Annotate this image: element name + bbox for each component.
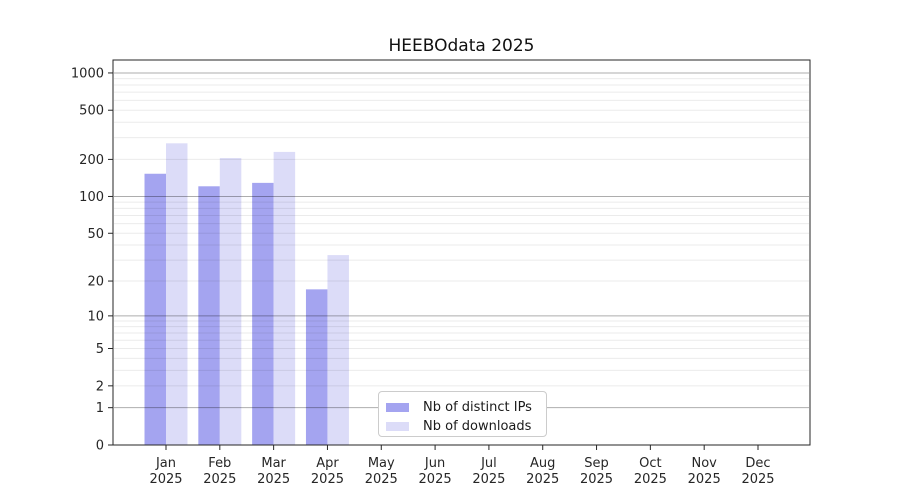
x-tick-label-sep: Sep 2025 [580,456,613,487]
legend-item-downloads: Nb of downloads [386,417,546,436]
y-tick-label-100: 100 [79,190,104,205]
y-tick-label-200: 200 [79,153,104,168]
plot-border [112,59,811,446]
legend-label-distinct-ips: Nb of distinct IPs [423,400,532,415]
x-tick-label-nov: Nov 2025 [688,456,721,487]
bar-mar-distinct-ips [252,182,274,445]
legend-swatch-distinct-ips [386,403,409,412]
bar-apr-distinct-ips [305,289,328,445]
x-tick-label-feb: Feb 2025 [203,456,236,487]
x-tick-label-apr: Apr 2025 [311,456,344,487]
y-tick-label-10: 10 [87,309,104,324]
y-tick-label-50: 50 [87,227,104,242]
bar-jan-downloads [166,143,188,445]
legend-swatch-downloads [386,422,409,431]
legend-item-distinct-ips: Nb of distinct IPs [386,398,546,417]
y-tick-label-1000: 1000 [71,66,104,81]
bar-feb-distinct-ips [198,186,220,445]
x-tick-label-jun: Jun 2025 [419,456,452,487]
y-tick-label-0: 0 [96,439,104,454]
bar-feb-downloads [219,158,242,446]
chart-title: HEEBOdata 2025 [388,36,535,56]
x-tick-label-mar: Mar 2025 [257,456,290,487]
legend-label-downloads: Nb of downloads [423,419,532,434]
bar-jan-distinct-ips [144,173,166,445]
x-tick-label-jan: Jan 2025 [149,456,182,487]
y-tick-label-5: 5 [96,342,104,357]
bar-mar-downloads [273,151,296,445]
legend: Nb of distinct IPs Nb of downloads [378,391,547,437]
y-tick-label-500: 500 [79,104,104,119]
y-tick-label-1: 1 [96,401,104,416]
x-tick-label-may: May 2025 [365,456,398,487]
x-tick-label-aug: Aug 2025 [526,456,559,487]
x-tick-label-dec: Dec 2025 [741,456,774,487]
y-tick-label-2: 2 [96,379,104,394]
bar-apr-downloads [327,255,349,445]
x-tick-label-oct: Oct 2025 [634,456,667,487]
x-tick-label-jul: Jul 2025 [472,456,505,487]
y-tick-label-20: 20 [87,275,104,290]
